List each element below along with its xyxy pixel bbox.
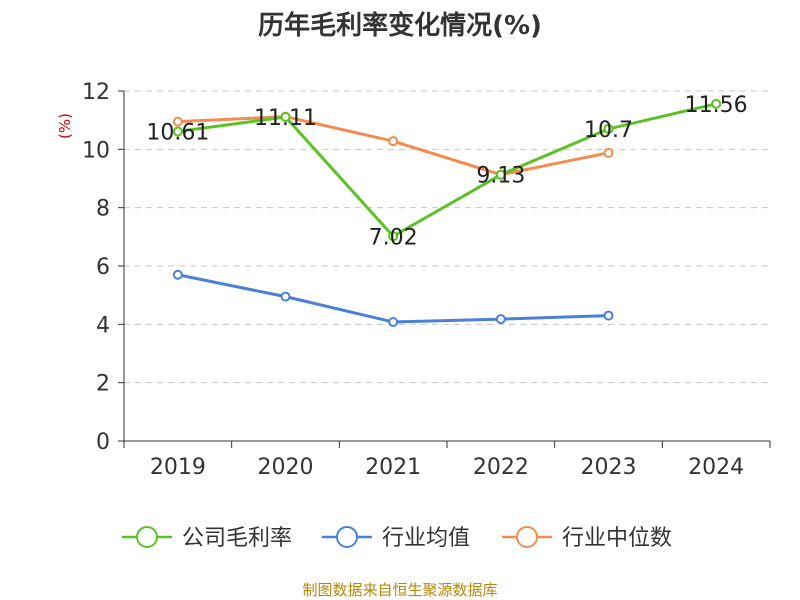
legend-marker bbox=[136, 526, 158, 548]
data-point bbox=[603, 310, 614, 321]
gridlines bbox=[124, 90, 770, 384]
data-point bbox=[388, 231, 399, 242]
chart-title: 历年毛利率变化情况(%) bbox=[258, 10, 542, 41]
y-tick-label: 8 bbox=[96, 197, 110, 222]
series-line bbox=[177, 102, 717, 238]
y-axis-unit: (%) bbox=[56, 113, 74, 139]
legend-item[interactable]: 公司毛利率 bbox=[122, 526, 292, 551]
x-tick-label: 2023 bbox=[581, 455, 637, 480]
legend-item[interactable]: 行业中位数 bbox=[502, 526, 672, 551]
legend-label: 公司毛利率 bbox=[182, 526, 292, 551]
y-tick-label: 12 bbox=[82, 80, 110, 105]
data-point bbox=[603, 123, 614, 134]
data-label: 11.11 bbox=[254, 106, 317, 131]
legend-item[interactable]: 行业均值 bbox=[322, 526, 470, 551]
data-point bbox=[603, 147, 614, 158]
data-point bbox=[495, 169, 506, 180]
data-label: 10.61 bbox=[146, 121, 209, 146]
axes: 0 2 4 6 8 10 12 2019 2020 2021 2022 2023 2024 bbox=[82, 80, 771, 480]
y-tick-label: 6 bbox=[96, 255, 110, 280]
series-layer bbox=[172, 98, 722, 327]
legend: 公司毛利率 行业均值 行业中位数 bbox=[122, 526, 672, 551]
legend-marker bbox=[336, 526, 358, 548]
data-point bbox=[711, 98, 722, 109]
data-label: 7.02 bbox=[369, 225, 418, 250]
data-labels: 10.61 11.11 7.02 9.13 10.7 11.56 bbox=[146, 93, 747, 250]
data-point bbox=[172, 116, 183, 127]
y-tick-label: 4 bbox=[96, 313, 110, 338]
series-1 bbox=[172, 269, 614, 327]
data-label: 10.7 bbox=[584, 118, 633, 143]
legend-label: 行业均值 bbox=[382, 526, 470, 551]
data-point bbox=[388, 136, 399, 147]
data-point bbox=[280, 291, 291, 302]
data-point bbox=[495, 314, 506, 325]
data-point bbox=[172, 269, 183, 280]
y-tick-label: 10 bbox=[82, 138, 110, 163]
x-tick-label: 2021 bbox=[365, 455, 421, 480]
data-point bbox=[388, 317, 399, 327]
y-tick-label: 2 bbox=[96, 372, 110, 397]
data-point bbox=[172, 126, 183, 137]
data-source-note: 制图数据来自恒生聚源数据库 bbox=[302, 581, 497, 599]
series-0 bbox=[172, 98, 722, 242]
x-tick-label: 2024 bbox=[688, 455, 744, 480]
series-line bbox=[177, 273, 609, 324]
x-tick-label: 2020 bbox=[258, 455, 314, 480]
legend-marker bbox=[516, 526, 538, 548]
legend-label: 行业中位数 bbox=[562, 526, 672, 551]
x-tick-label: 2022 bbox=[473, 455, 529, 480]
x-tick-label: 2019 bbox=[150, 455, 206, 480]
data-label: 11.56 bbox=[685, 93, 748, 118]
data-label: 9.13 bbox=[476, 164, 525, 189]
y-tick-label: 0 bbox=[96, 430, 110, 455]
data-point bbox=[280, 111, 291, 122]
